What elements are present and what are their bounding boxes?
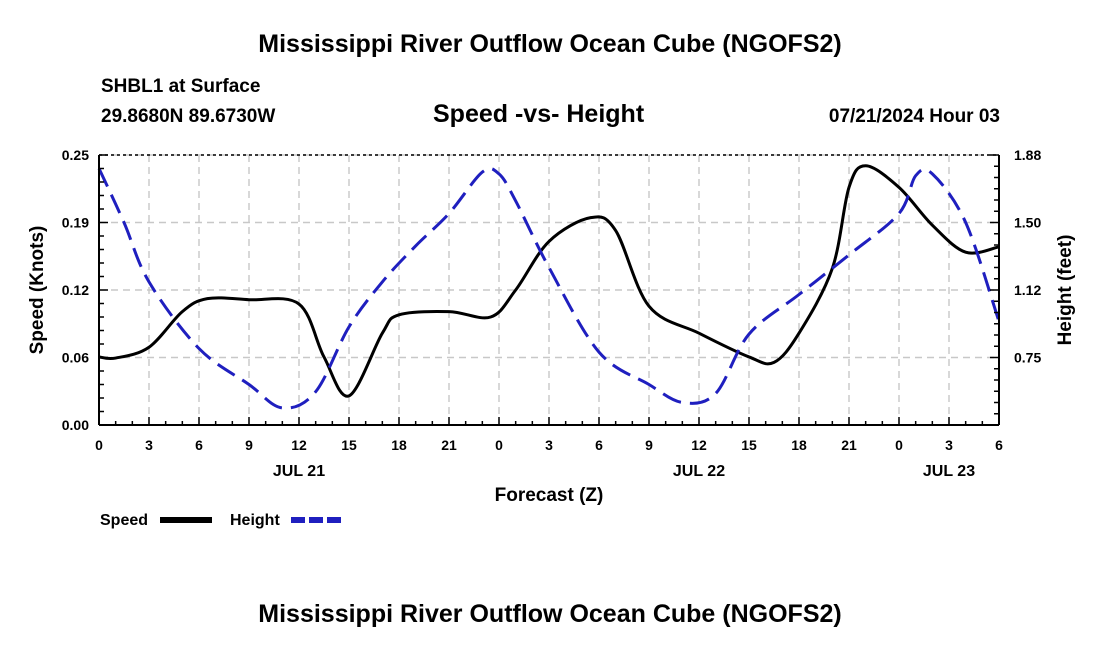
- y-left-tick-label: 0.19: [62, 215, 89, 231]
- station-label: SHBL1 at Surface: [101, 76, 261, 97]
- y-right-tick-label: 0.75: [1014, 350, 1041, 366]
- x-tick-label: 0: [895, 437, 903, 453]
- y-left-tick-label: 0.12: [62, 282, 89, 298]
- date-label: JUL 22: [673, 463, 725, 480]
- chart-subtitle: Speed -vs- Height: [433, 100, 645, 128]
- x-tick-label: 0: [495, 437, 503, 453]
- y-right-tick-label: 1.88: [1014, 147, 1041, 163]
- x-tick-label: 12: [291, 437, 307, 453]
- x-axis-title: Forecast (Z): [495, 485, 604, 506]
- date-label: JUL 23: [923, 463, 975, 480]
- x-tick-label: 6: [995, 437, 1003, 453]
- series-line-height: [97, 167, 1001, 410]
- grid: [99, 154, 999, 425]
- series-lines: [97, 164, 1001, 410]
- x-tick-label: 18: [791, 437, 807, 453]
- axis-labels: 0 3 6 9 12 15 18 21 0 3 6 9 12 15 18 21 0 3 6 JUL 21 JUL 22 J…: [27, 147, 1076, 506]
- x-tick-label: 6: [195, 437, 203, 453]
- axes: [98, 154, 1000, 426]
- x-tick-label: 21: [441, 437, 457, 453]
- chart-title: Mississippi River Outflow Ocean Cube (NG…: [258, 30, 842, 58]
- x-tick-label: 9: [245, 437, 253, 453]
- legend: Speed Height: [100, 512, 343, 529]
- y-right-tick-label: 1.12: [1014, 282, 1041, 298]
- y-left-tick-label: 0.06: [62, 350, 89, 366]
- y-left-tick-label: 0.00: [62, 417, 89, 433]
- station-coordinates: 29.8680N 89.6730W: [101, 106, 276, 127]
- date-label: JUL 21: [273, 463, 325, 480]
- x-tick-label: 18: [391, 437, 407, 453]
- legend-label-speed: Speed: [100, 512, 148, 529]
- chart-title-repeat: Mississippi River Outflow Ocean Cube (NG…: [258, 600, 842, 628]
- y-right-axis-title: Height (feet): [1055, 235, 1076, 346]
- y-left-tick-label: 0.25: [62, 147, 89, 163]
- legend-label-height: Height: [230, 512, 280, 529]
- forecast-datetime: 07/21/2024 Hour 03: [828, 106, 1000, 127]
- x-tick-label: 12: [691, 437, 707, 453]
- x-tick-label: 6: [595, 437, 603, 453]
- x-tick-label: 9: [645, 437, 653, 453]
- x-tick-label: 3: [945, 437, 953, 453]
- x-tick-label: 0: [95, 437, 103, 453]
- y-right-tick-label: 1.50: [1014, 215, 1041, 231]
- x-tick-label: 21: [841, 437, 857, 453]
- series-line-speed: [98, 164, 1000, 398]
- x-tick-label: 3: [545, 437, 553, 453]
- x-tick-label: 3: [145, 437, 153, 453]
- x-tick-label: 15: [341, 437, 357, 453]
- y-left-axis-title: Speed (Knots): [27, 226, 48, 355]
- x-tick-label: 15: [741, 437, 757, 453]
